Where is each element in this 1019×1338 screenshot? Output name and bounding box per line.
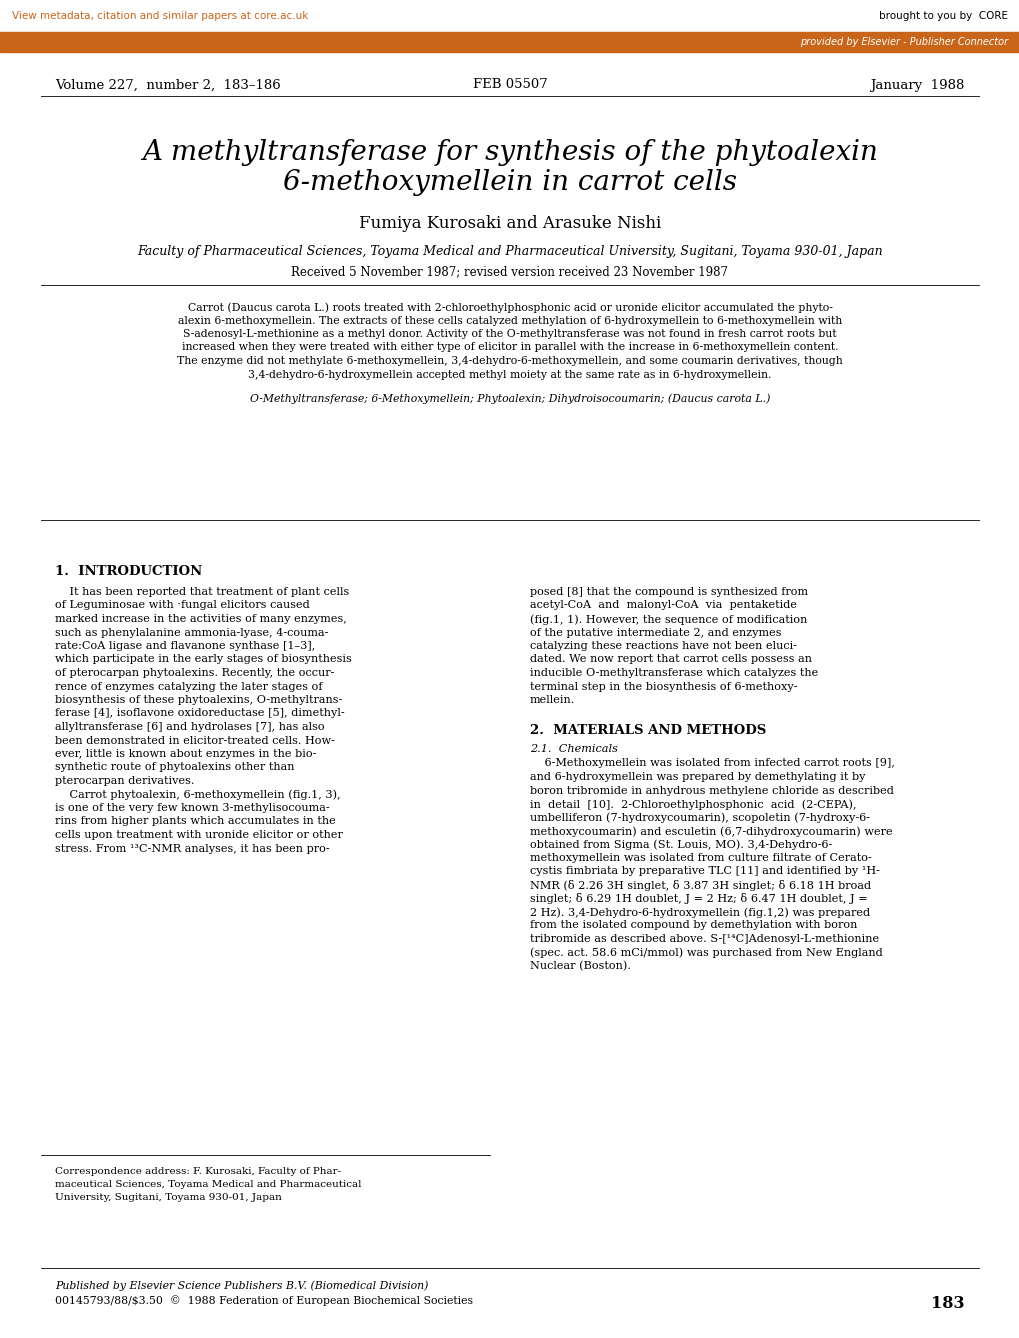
Text: posed [8] that the compound is synthesized from: posed [8] that the compound is synthesiz… bbox=[530, 587, 807, 597]
Text: View metadata, citation and similar papers at core.ac.uk: View metadata, citation and similar pape… bbox=[12, 11, 308, 21]
Text: 00145793/88/$3.50  ©  1988 Federation of European Biochemical Societies: 00145793/88/$3.50 © 1988 Federation of E… bbox=[55, 1295, 473, 1306]
Bar bbox=[0, 32, 1019, 52]
Text: from the isolated compound by demethylation with boron: from the isolated compound by demethylat… bbox=[530, 921, 857, 930]
Text: boron tribromide in anhydrous methylene chloride as described: boron tribromide in anhydrous methylene … bbox=[530, 785, 893, 796]
Text: in  detail  [10].  2-Chloroethylphosphonic  acid  (2-CEPA),: in detail [10]. 2-Chloroethylphosphonic … bbox=[530, 799, 856, 809]
Text: inducible O-methyltransferase which catalyzes the: inducible O-methyltransferase which cata… bbox=[530, 668, 817, 678]
Text: Faculty of Pharmaceutical Sciences, Toyama Medical and Pharmaceutical University: Faculty of Pharmaceutical Sciences, Toya… bbox=[137, 245, 882, 258]
Text: singlet; δ 6.29 1H doublet, J = 2 Hz; δ 6.47 1H doublet, J =: singlet; δ 6.29 1H doublet, J = 2 Hz; δ … bbox=[530, 894, 867, 904]
Text: (fig.1, 1). However, the sequence of modification: (fig.1, 1). However, the sequence of mod… bbox=[530, 614, 807, 625]
Text: January  1988: January 1988 bbox=[870, 79, 964, 91]
Text: 1.  INTRODUCTION: 1. INTRODUCTION bbox=[55, 565, 202, 578]
Text: cystis fimbriata by preparative TLC [11] and identified by ¹H-: cystis fimbriata by preparative TLC [11]… bbox=[530, 867, 879, 876]
Text: such as phenylalanine ammonia-lyase, 4-couma-: such as phenylalanine ammonia-lyase, 4-c… bbox=[55, 628, 328, 637]
Text: brought to you by  CORE: brought to you by CORE bbox=[878, 11, 1007, 21]
Text: Correspondence address: F. Kurosaki, Faculty of Phar-: Correspondence address: F. Kurosaki, Fac… bbox=[55, 1167, 340, 1176]
Text: terminal step in the biosynthesis of 6-methoxy-: terminal step in the biosynthesis of 6-m… bbox=[530, 681, 797, 692]
Text: of pterocarpan phytoalexins. Recently, the occur-: of pterocarpan phytoalexins. Recently, t… bbox=[55, 668, 334, 678]
Text: Published by Elsevier Science Publishers B.V. (Biomedical Division): Published by Elsevier Science Publishers… bbox=[55, 1280, 428, 1291]
Text: 2.  MATERIALS AND METHODS: 2. MATERIALS AND METHODS bbox=[530, 724, 765, 737]
Text: 6-Methoxymellein was isolated from infected carrot roots [9],: 6-Methoxymellein was isolated from infec… bbox=[530, 759, 894, 768]
Text: allyltransferase [6] and hydrolases [7], has also: allyltransferase [6] and hydrolases [7],… bbox=[55, 723, 324, 732]
Text: rins from higher plants which accumulates in the: rins from higher plants which accumulate… bbox=[55, 816, 335, 827]
Text: 2.1.  Chemicals: 2.1. Chemicals bbox=[530, 744, 618, 755]
Text: Carrot phytoalexin, 6-methoxymellein (fig.1, 3),: Carrot phytoalexin, 6-methoxymellein (fi… bbox=[55, 789, 340, 800]
Text: biosynthesis of these phytoalexins, O-methyltrans-: biosynthesis of these phytoalexins, O-me… bbox=[55, 694, 342, 705]
Text: of Leguminosae with ·fungal elicitors caused: of Leguminosae with ·fungal elicitors ca… bbox=[55, 601, 310, 610]
Text: ferase [4], isoflavone oxidoreductase [5], dimethyl-: ferase [4], isoflavone oxidoreductase [5… bbox=[55, 709, 344, 719]
Text: rence of enzymes catalyzing the later stages of: rence of enzymes catalyzing the later st… bbox=[55, 681, 322, 692]
Text: NMR (δ 2.26 3H singlet, δ 3.87 3H singlet; δ 6.18 1H broad: NMR (δ 2.26 3H singlet, δ 3.87 3H single… bbox=[530, 880, 870, 891]
Text: and 6-hydroxymellein was prepared by demethylating it by: and 6-hydroxymellein was prepared by dem… bbox=[530, 772, 865, 781]
Text: methoxycoumarin) and esculetin (6,7-dihydroxycoumarin) were: methoxycoumarin) and esculetin (6,7-dihy… bbox=[530, 826, 892, 836]
Text: Nuclear (Boston).: Nuclear (Boston). bbox=[530, 961, 631, 971]
Text: tribromide as described above. S-[¹⁴C]Adenosyl-L-methionine: tribromide as described above. S-[¹⁴C]Ad… bbox=[530, 934, 878, 945]
Text: been demonstrated in elicitor-treated cells. How-: been demonstrated in elicitor-treated ce… bbox=[55, 736, 334, 745]
Text: increased when they were treated with either type of elicitor in parallel with t: increased when they were treated with ei… bbox=[181, 343, 838, 352]
Text: Carrot (Daucus carota L.) roots treated with 2-chloroethylphosphonic acid or uro: Carrot (Daucus carota L.) roots treated … bbox=[187, 302, 832, 313]
Text: (spec. act. 58.6 mCi/mmol) was purchased from New England: (spec. act. 58.6 mCi/mmol) was purchased… bbox=[530, 947, 881, 958]
Text: 3,4-dehydro-6-hydroxymellein accepted methyl moiety at the same rate as in 6-hyd: 3,4-dehydro-6-hydroxymellein accepted me… bbox=[248, 369, 771, 380]
Text: cells upon treatment with uronide elicitor or other: cells upon treatment with uronide elicit… bbox=[55, 830, 342, 840]
Text: It has been reported that treatment of plant cells: It has been reported that treatment of p… bbox=[55, 587, 348, 597]
Text: O-Methyltransferase; 6-Methoxymellein; Phytoalexin; Dihydroisocoumarin; (Daucus : O-Methyltransferase; 6-Methoxymellein; P… bbox=[250, 393, 769, 404]
Text: University, Sugitani, Toyama 930-01, Japan: University, Sugitani, Toyama 930-01, Jap… bbox=[55, 1193, 281, 1202]
Text: acetyl-CoA  and  malonyl-CoA  via  pentaketide: acetyl-CoA and malonyl-CoA via pentaketi… bbox=[530, 601, 796, 610]
Text: dated. We now report that carrot cells possess an: dated. We now report that carrot cells p… bbox=[530, 654, 811, 665]
Text: obtained from Sigma (St. Louis, MO). 3,4-Dehydro-6-: obtained from Sigma (St. Louis, MO). 3,4… bbox=[530, 839, 832, 850]
Text: S-adenosyl-L-methionine as a methyl donor. Activity of the O-methyltransferase w: S-adenosyl-L-methionine as a methyl dono… bbox=[183, 329, 836, 339]
Text: 2 Hz). 3,4-Dehydro-6-hydroxymellein (fig.1,2) was prepared: 2 Hz). 3,4-Dehydro-6-hydroxymellein (fig… bbox=[530, 907, 869, 918]
Text: rate:CoA ligase and flavanone synthase [1–3],: rate:CoA ligase and flavanone synthase [… bbox=[55, 641, 315, 652]
Text: methoxymellein was isolated from culture filtrate of Cerato-: methoxymellein was isolated from culture… bbox=[530, 854, 871, 863]
Text: 183: 183 bbox=[930, 1295, 964, 1313]
Text: The enzyme did not methylate 6-methoxymellein, 3,4-dehydro-6-methoxymellein, and: The enzyme did not methylate 6-methoxyme… bbox=[177, 356, 842, 367]
Text: alexin 6-methoxymellein. The extracts of these cells catalyzed methylation of 6-: alexin 6-methoxymellein. The extracts of… bbox=[177, 316, 842, 325]
Text: is one of the very few known 3-methylisocouma-: is one of the very few known 3-methyliso… bbox=[55, 803, 329, 814]
Text: FEB 05507: FEB 05507 bbox=[472, 79, 547, 91]
Text: stress. From ¹³C-NMR analyses, it has been pro-: stress. From ¹³C-NMR analyses, it has be… bbox=[55, 843, 329, 854]
Text: Fumiya Kurosaki and Arasuke Nishi: Fumiya Kurosaki and Arasuke Nishi bbox=[359, 215, 660, 233]
Text: pterocarpan derivatives.: pterocarpan derivatives. bbox=[55, 776, 195, 785]
Text: A methyltransferase for synthesis of the phytoalexin: A methyltransferase for synthesis of the… bbox=[142, 139, 877, 166]
Text: marked increase in the activities of many enzymes,: marked increase in the activities of man… bbox=[55, 614, 346, 624]
Text: of the putative intermediate 2, and enzymes: of the putative intermediate 2, and enzy… bbox=[530, 628, 781, 637]
Text: maceutical Sciences, Toyama Medical and Pharmaceutical: maceutical Sciences, Toyama Medical and … bbox=[55, 1180, 361, 1189]
Text: 6-methoxymellein in carrot cells: 6-methoxymellein in carrot cells bbox=[282, 170, 737, 197]
Text: catalyzing these reactions have not been eluci-: catalyzing these reactions have not been… bbox=[530, 641, 796, 652]
Text: Received 5 November 1987; revised version received 23 November 1987: Received 5 November 1987; revised versio… bbox=[291, 265, 728, 278]
Text: provided by Elsevier - Publisher Connector: provided by Elsevier - Publisher Connect… bbox=[799, 37, 1007, 47]
Text: which participate in the early stages of biosynthesis: which participate in the early stages of… bbox=[55, 654, 352, 665]
Text: umbelliferon (7-hydroxycoumarin), scopoletin (7-hydroxy-6-: umbelliferon (7-hydroxycoumarin), scopol… bbox=[530, 812, 869, 823]
Text: mellein.: mellein. bbox=[530, 694, 575, 705]
Text: ever, little is known about enzymes in the bio-: ever, little is known about enzymes in t… bbox=[55, 749, 316, 759]
Text: synthetic route of phytoalexins other than: synthetic route of phytoalexins other th… bbox=[55, 763, 294, 772]
Text: Volume 227,  number 2,  183–186: Volume 227, number 2, 183–186 bbox=[55, 79, 280, 91]
